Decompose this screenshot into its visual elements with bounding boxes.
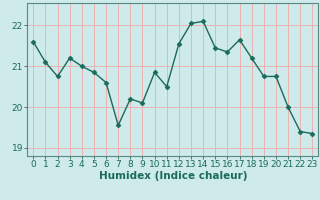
X-axis label: Humidex (Indice chaleur): Humidex (Indice chaleur) <box>99 171 247 181</box>
